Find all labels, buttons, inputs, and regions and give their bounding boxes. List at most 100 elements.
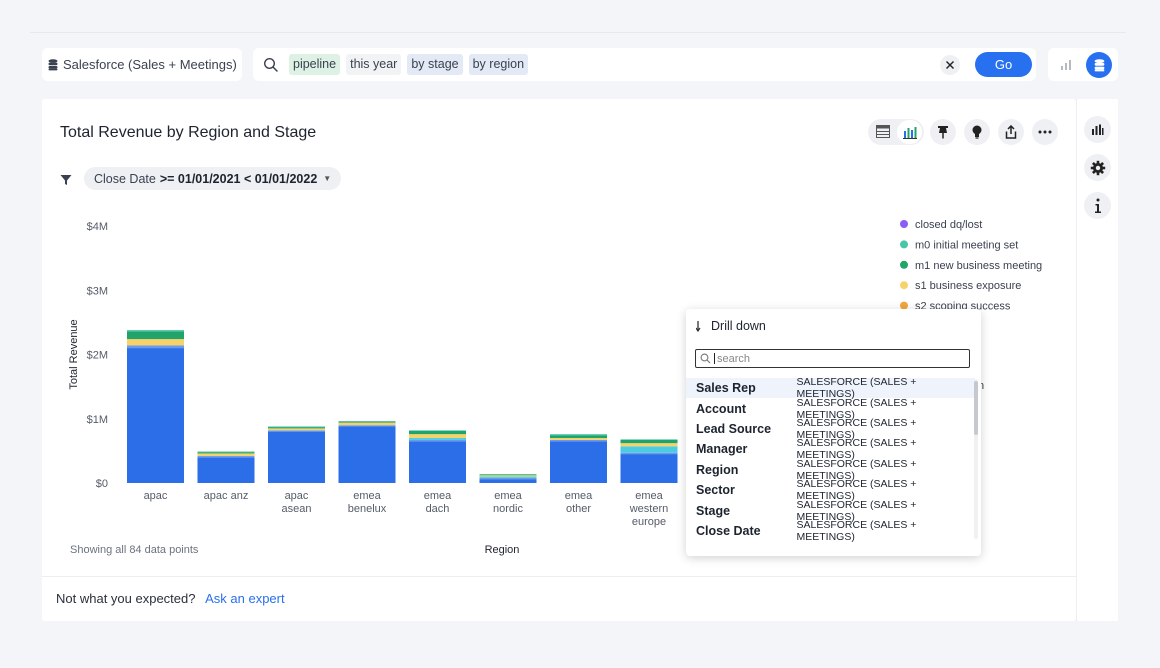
drill-item-account[interactable]: Account SALESFORCE (SALES + MEETINGS) [686, 396, 975, 421]
y-tick-label: $0 [96, 478, 108, 490]
data-source-label: Salesforce (Sales + Meetings) [63, 57, 237, 72]
bar-segment [550, 441, 607, 483]
bar-segment [550, 439, 607, 442]
filter-field: Close Date [94, 171, 156, 186]
search-token-this-year[interactable]: this year [346, 54, 402, 75]
search-icon [700, 353, 711, 364]
drill-item-name: Stage [696, 503, 731, 518]
bar-segment [268, 427, 325, 429]
search-token-pipeline[interactable]: pipeline [289, 54, 341, 75]
drill-search-input[interactable]: search [695, 349, 970, 368]
drill-item-close-date[interactable]: Close Date SALESFORCE (SALES + MEETINGS) [686, 519, 975, 543]
answer-title: Total Revenue by Region and Stage [60, 124, 317, 141]
drill-item-manager[interactable]: Manager SALESFORCE (SALES + MEETINGS) [686, 437, 975, 461]
chart-icon[interactable] [897, 120, 922, 144]
drill-item-lead-source[interactable]: Lead Source SALESFORCE (SALES + MEETINGS) [686, 416, 975, 441]
right-side-panel [1076, 99, 1118, 621]
bar-segment [338, 425, 396, 427]
database-icon [48, 58, 58, 71]
drill-item-name: Account [696, 401, 746, 416]
filter-row: Close Date >= 01/01/2021 < 01/01/2022 ▼ [60, 167, 342, 190]
feedback-question: Not what you expected? [56, 591, 196, 606]
drill-scrollbar-thumb[interactable] [974, 381, 978, 435]
bar-segment [479, 474, 537, 475]
view-mode-switch [1048, 48, 1118, 81]
bar-segment [550, 435, 607, 439]
bar-segment [197, 451, 255, 453]
bar-segment [409, 439, 466, 442]
bar-chart-icon [1092, 124, 1104, 135]
spotiq-button[interactable] [964, 119, 990, 145]
filter-icon[interactable] [60, 173, 72, 185]
drill-down-list: Sales Rep SALESFORCE (SALES + MEETINGS) A… [686, 376, 975, 543]
drill-item-name: Region [696, 462, 739, 477]
y-tick-label: $1M [87, 414, 108, 426]
bar-segment [197, 452, 255, 454]
filter-condition: >= 01/01/2021 < 01/01/2022 [159, 171, 318, 186]
x-tick-label: apac [285, 490, 309, 502]
drill-item-sales-rep[interactable]: Sales Rep SALESFORCE (SALES + MEETINGS) [686, 376, 975, 401]
drill-item-region[interactable]: Region SALESFORCE (SALES + MEETINGS) [686, 458, 975, 482]
lightbulb-icon [972, 125, 982, 139]
data-source-selector[interactable]: Salesforce (Sales + Meetings) [42, 48, 242, 81]
drill-item-source: SALESFORCE (SALES + MEETINGS) [796, 416, 917, 441]
chart-config-button[interactable] [1084, 116, 1111, 143]
drill-search-placeholder: search [717, 352, 751, 365]
bar-segment [268, 431, 325, 483]
drill-item-name: Close Date [696, 523, 761, 538]
share-icon [1005, 125, 1017, 139]
pin-icon [938, 126, 948, 139]
clear-search-button[interactable] [940, 55, 960, 75]
x-axis-title: Region [485, 544, 520, 556]
settings-button[interactable] [1084, 154, 1111, 181]
bar-segment [479, 477, 537, 480]
drill-scrollbar[interactable] [974, 379, 978, 539]
x-tick-label: europe [632, 516, 666, 528]
x-tick-label: emea [353, 490, 381, 502]
y-tick-label: $4M [87, 221, 108, 233]
drill-item-source: SALESFORCE (SALES + MEETINGS) [796, 396, 917, 421]
legend-label: closed dq/lost [915, 219, 982, 231]
x-tick-label: western [629, 503, 669, 515]
share-button[interactable] [998, 119, 1024, 145]
top-divider [30, 32, 1126, 33]
bar-segment [268, 430, 325, 432]
bar-segment [338, 422, 396, 426]
bar-segment [620, 452, 678, 455]
bar-segment [620, 439, 678, 444]
table-icon[interactable] [876, 125, 890, 143]
text-cursor [714, 353, 715, 364]
bar-segment [197, 453, 255, 457]
search-token-by-stage[interactable]: by stage [407, 54, 463, 75]
x-tick-label: asean [282, 503, 312, 515]
drill-item-stage[interactable]: Stage SALESFORCE (SALES + MEETINGS) [686, 499, 975, 523]
search-token-by-region[interactable]: by region [468, 54, 529, 75]
drill-down-popup: Drill down search Sales Rep SALESFORCE (S… [686, 309, 981, 556]
more-options-button[interactable] [1032, 119, 1058, 145]
bar-segment [620, 454, 678, 483]
search-bar[interactable]: pipeline this year by stage by region Go [253, 48, 1036, 81]
x-tick-label: apac anz [204, 490, 249, 502]
viz-type-toggle[interactable] [868, 119, 924, 145]
drill-item-sector[interactable]: Sector SALESFORCE (SALES + MEETINGS) [686, 478, 975, 502]
bar-segment [268, 428, 325, 431]
close-date-filter-chip[interactable]: Close Date >= 01/01/2021 < 01/01/2022 ▼ [84, 167, 342, 190]
legend-label: m0 initial meeting set [915, 239, 1018, 251]
feedback-row: Not what you expected? Ask an expert [56, 591, 285, 606]
drill-item-source: SALESFORCE (SALES + MEETINGS) [796, 376, 917, 401]
chart-view-icon[interactable] [1060, 58, 1072, 76]
legend-label-fragment: n [978, 380, 984, 392]
legend-label: m1 new business meeting [915, 260, 1042, 272]
info-button[interactable] [1084, 192, 1111, 219]
bar-segment [620, 439, 678, 440]
y-tick-label: $3M [87, 285, 108, 297]
drill-down-title: Drill down [711, 319, 766, 333]
pin-button[interactable] [930, 119, 956, 145]
bar-segment [409, 430, 466, 431]
bar-segment [409, 434, 466, 439]
bar-segment [127, 345, 184, 349]
card-divider [42, 576, 1076, 577]
go-button[interactable]: Go [975, 52, 1032, 77]
ask-expert-link[interactable]: Ask an expert [205, 591, 285, 606]
database-view-button[interactable] [1086, 52, 1112, 78]
